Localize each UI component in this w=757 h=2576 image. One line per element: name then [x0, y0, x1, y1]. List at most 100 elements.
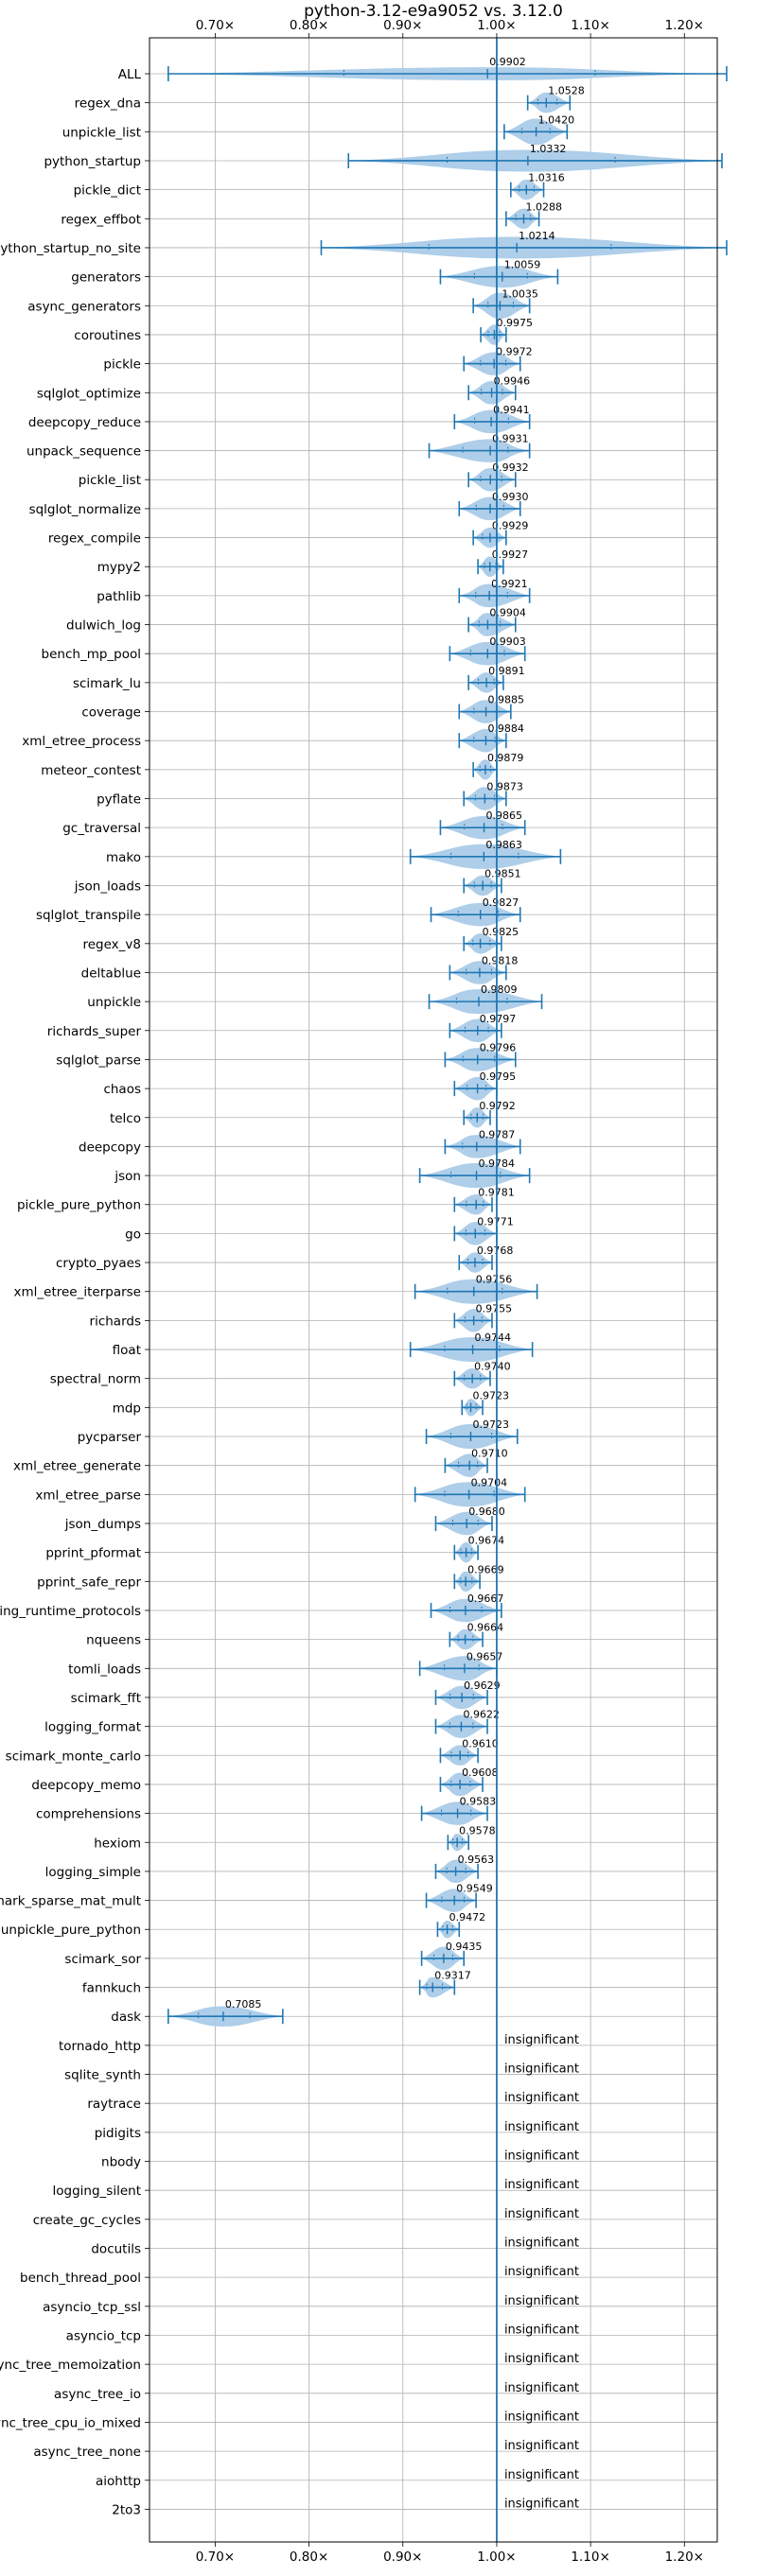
y-tick-label: deepcopy_memo [31, 1778, 141, 1793]
x-tick-label-top: 0.80× [290, 18, 328, 33]
value-label: 0.9664 [467, 1622, 504, 1634]
y-tick-label: python_startup [44, 154, 141, 169]
y-tick-label: pickle_list [79, 473, 141, 488]
value-label: 0.9583 [460, 1796, 497, 1808]
y-tick-label: nbody [101, 2155, 141, 2170]
y-tick-label: mdp [113, 1401, 141, 1416]
y-tick-label: logging_format [44, 1720, 141, 1735]
y-tick-label: meteor_contest [41, 763, 141, 778]
y-tick-label: async_generators [27, 299, 141, 314]
value-label: 0.9667 [467, 1593, 504, 1605]
value-label: 0.9610 [462, 1737, 499, 1749]
value-label: 0.9903 [489, 635, 526, 648]
insignificant-label: insignificant [504, 2265, 579, 2279]
value-label: 0.9879 [487, 752, 524, 764]
value-label: 0.9827 [483, 896, 519, 909]
y-tick-label: raytrace [87, 2097, 141, 2112]
y-tick-label: richards [90, 1314, 141, 1329]
value-label: 0.9891 [488, 665, 525, 677]
y-tick-label: crypto_pyaes [56, 1256, 141, 1271]
y-tick-label: generators [71, 270, 141, 286]
value-label: 0.9796 [480, 1041, 517, 1053]
x-tick-label-bottom: 0.80× [290, 2550, 328, 2565]
y-tick-label: sqlglot_normalize [29, 502, 141, 517]
value-label: 0.9865 [486, 809, 523, 822]
insignificant-label: insignificant [504, 2294, 579, 2308]
grid-layer [150, 38, 717, 2542]
insignificant-label: insignificant [504, 2178, 579, 2192]
insignificant-label: insignificant [504, 2381, 579, 2395]
value-label: 0.9873 [486, 781, 523, 793]
value-label: 0.9972 [496, 346, 533, 358]
y-tick-label: sqlglot_transpile [36, 908, 141, 923]
value-label: 0.9885 [488, 694, 525, 706]
y-tick-label: logging_simple [45, 1865, 141, 1880]
y-tick-label: json_dumps [64, 1517, 141, 1532]
value-label: 1.0035 [502, 287, 538, 300]
value-label: 0.9680 [468, 1506, 505, 1518]
y-tick-label: scimark_sparse_mat_mult [0, 1894, 141, 1909]
y-tick-label: bench_thread_pool [20, 2271, 141, 2286]
y-tick-label: tornado_http [59, 2039, 141, 2054]
y-tick-label: comprehensions [36, 1807, 141, 1822]
y-tick-label: 2to3 [112, 2502, 141, 2517]
y-tick-label: dulwich_log [66, 618, 141, 634]
plot-frame [149, 37, 718, 2543]
y-tick-label: unpickle_list [62, 125, 141, 140]
y-tick-label: async_tree_io [54, 2387, 141, 2402]
value-label: 1.0420 [538, 113, 575, 126]
y-tick-label: mako [106, 850, 141, 865]
y-tick-label: hexiom [94, 1836, 141, 1851]
y-tick-label: fannkuch [82, 1981, 141, 1996]
y-tick-label: telco [110, 1111, 141, 1126]
x-tick-label-bottom: 0.70× [196, 2550, 235, 2565]
value-label: 1.0316 [528, 172, 565, 184]
y-tick-label: nqueens [86, 1633, 141, 1648]
y-tick-label: gc_traversal [62, 821, 141, 836]
x-tick-label-top: 1.20× [665, 18, 704, 33]
y-tick-label: xml_etree_iterparse [14, 1285, 142, 1300]
y-tick-label: json_loads [74, 879, 141, 894]
y-tick-label: bench_mp_pool [42, 647, 141, 662]
value-label: 0.9744 [475, 1332, 512, 1344]
value-label: 0.9902 [489, 56, 526, 68]
value-label: 0.9818 [482, 954, 519, 966]
value-label: 0.9740 [474, 1361, 510, 1373]
y-tick-label: docutils [91, 2242, 141, 2257]
value-label: 0.9669 [467, 1563, 504, 1575]
x-tick-label-top: 0.70× [196, 18, 235, 33]
value-label: 1.0332 [530, 143, 567, 155]
y-tick-label: pyflate [97, 792, 141, 808]
y-tick-label: unpack_sequence [26, 444, 141, 460]
value-label: 0.9921 [491, 578, 528, 590]
y-tick-label: dask [111, 2010, 141, 2025]
value-label: 0.9674 [468, 1535, 505, 1547]
y-tick-label: tomli_loads [68, 1662, 141, 1677]
y-tick-label: pathlib [97, 589, 141, 604]
y-tick-label: spectral_norm [50, 1372, 141, 1387]
value-label: 0.9927 [492, 548, 529, 561]
y-tick-label: asyncio_tcp [66, 2328, 141, 2343]
value-label: 0.9930 [492, 491, 529, 503]
y-tick-label: async_tree_cpu_io_mixed [0, 2415, 141, 2430]
y-tick-label: pprint_safe_repr [37, 1575, 141, 1590]
y-tick-label: regex_compile [48, 531, 141, 547]
value-label: 0.9851 [484, 867, 521, 879]
insignificant-label: insignificant [504, 2091, 579, 2105]
value-label: 1.0528 [548, 85, 585, 97]
value-label: 0.9578 [459, 1824, 496, 1836]
x-tick-label-bottom: 1.00× [477, 2550, 516, 2565]
y-tick-label: pickle [103, 357, 141, 373]
x-tick-label-bottom: 1.20× [665, 2550, 704, 2565]
y-tick-label: pycparser [78, 1430, 142, 1445]
y-tick-label: pidigits [95, 2126, 141, 2141]
insignificant-label: insignificant [504, 2063, 579, 2077]
y-tick-label: ALL [118, 67, 142, 82]
y-tick-label: regex_v8 [82, 937, 141, 952]
insignificant-label: insignificant [504, 2352, 579, 2366]
y-tick-label: xml_etree_process [22, 734, 141, 749]
insignificant-label: insignificant [504, 2150, 579, 2164]
value-label: 0.9723 [472, 1389, 509, 1401]
